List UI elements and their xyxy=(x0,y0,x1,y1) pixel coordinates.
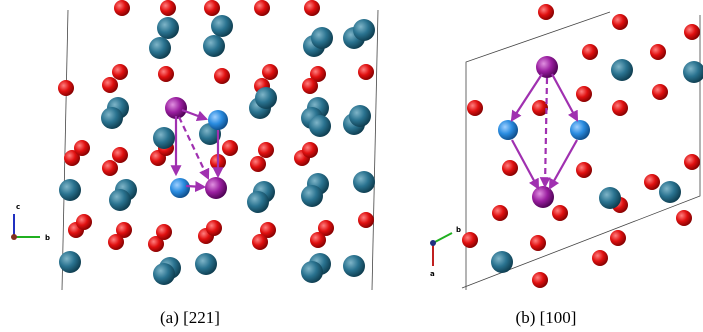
atoms xyxy=(58,0,703,288)
atom xyxy=(109,189,131,211)
atom xyxy=(309,115,331,137)
atom xyxy=(570,120,590,140)
atom xyxy=(684,154,700,170)
atom xyxy=(462,232,478,248)
atom xyxy=(252,234,268,250)
atom xyxy=(157,17,179,39)
atom xyxy=(491,251,513,273)
atom xyxy=(683,61,703,83)
atom xyxy=(112,147,128,163)
atom xyxy=(301,261,323,283)
atom xyxy=(301,185,323,207)
atom xyxy=(612,14,628,30)
atom xyxy=(532,186,554,208)
atom xyxy=(536,56,558,78)
atom xyxy=(502,160,518,176)
axis-label: a xyxy=(430,270,435,278)
atom xyxy=(576,86,592,102)
atom xyxy=(76,214,92,230)
atom xyxy=(254,0,270,16)
atom xyxy=(153,263,175,285)
atom xyxy=(610,230,626,246)
axis-label: b xyxy=(456,226,461,234)
atom xyxy=(498,120,518,140)
atom xyxy=(644,174,660,190)
atom xyxy=(211,15,233,37)
atom xyxy=(255,87,277,109)
atom xyxy=(467,100,483,116)
atom xyxy=(160,0,176,16)
atom xyxy=(262,64,278,80)
caption: (b) [100] xyxy=(516,308,577,327)
atom xyxy=(343,255,365,277)
atom xyxy=(203,35,225,57)
atom xyxy=(659,181,681,203)
atom xyxy=(538,4,554,20)
atom xyxy=(222,140,238,156)
atom xyxy=(612,100,628,116)
atom xyxy=(156,224,172,240)
atom xyxy=(349,105,371,127)
atom xyxy=(532,272,548,288)
atom xyxy=(353,171,375,193)
atom xyxy=(58,80,74,96)
atom xyxy=(108,234,124,250)
atom xyxy=(250,156,266,172)
figure: c b b a (a) [221] (b) [100] xyxy=(0,0,703,332)
atom xyxy=(652,84,668,100)
atom xyxy=(195,253,217,275)
atom xyxy=(302,78,318,94)
atom xyxy=(205,177,227,199)
atom xyxy=(206,220,222,236)
atom xyxy=(165,97,187,119)
atom xyxy=(149,37,171,59)
atom xyxy=(552,205,568,221)
atom xyxy=(358,64,374,80)
atom xyxy=(358,212,374,228)
atom xyxy=(582,44,598,60)
atom xyxy=(310,232,326,248)
atom xyxy=(576,162,592,178)
atom xyxy=(302,142,318,158)
atom xyxy=(204,0,220,16)
atom xyxy=(258,142,274,158)
atom xyxy=(599,187,621,209)
atom xyxy=(311,27,333,49)
atom xyxy=(492,205,508,221)
atom xyxy=(611,59,633,81)
atom xyxy=(676,210,692,226)
atom xyxy=(592,250,608,266)
atom xyxy=(112,64,128,80)
caption: (a) [221] xyxy=(160,308,220,327)
atom xyxy=(59,179,81,201)
atom xyxy=(304,0,320,16)
atom xyxy=(74,140,90,156)
atom xyxy=(353,19,375,41)
atom xyxy=(247,191,269,213)
atom xyxy=(59,251,81,273)
atom xyxy=(102,77,118,93)
atom xyxy=(208,110,228,130)
atom xyxy=(102,160,118,176)
atom xyxy=(114,0,130,16)
axis-label: c xyxy=(16,203,20,211)
atom xyxy=(170,178,190,198)
atom xyxy=(684,24,700,40)
atom xyxy=(214,68,230,84)
atom xyxy=(530,235,546,251)
atom xyxy=(158,66,174,82)
atom xyxy=(153,127,175,149)
axis-label: b xyxy=(45,234,50,242)
atom xyxy=(650,44,666,60)
atom xyxy=(101,107,123,129)
